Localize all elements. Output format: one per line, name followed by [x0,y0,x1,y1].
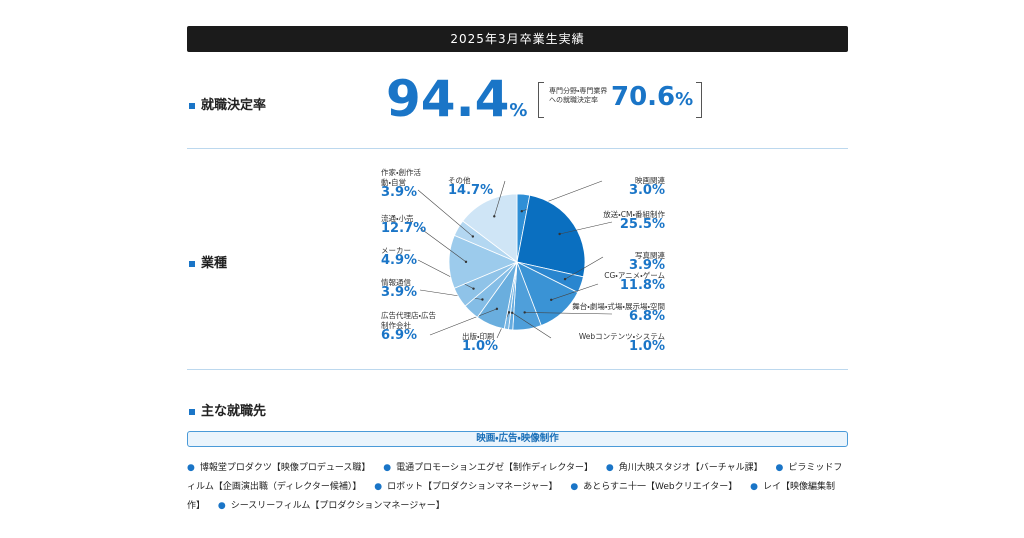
pie-label-name: 広告代理店・広告制作会社 [381,311,437,330]
pie-label-name: その他 [448,176,471,185]
divider [187,148,848,149]
divider [187,369,848,370]
pie-slice [462,193,518,263]
leader-dot [563,277,567,281]
sub-rate-unit: % [675,89,694,110]
leader-dot [550,298,553,302]
category-header: 映画・広告・映像制作 [187,431,848,447]
pie-label-name: 作家・創作活動・自営 [381,168,422,187]
employer-item: 電通プロモーションエグゼ【制作ディレクター】 [383,463,593,473]
section-label: 業種 [189,252,227,271]
leader-dot [523,311,526,314]
pie-label: 広告代理店・広告制作会社 6.9% [381,311,441,342]
pie-label: 舞台・劇場・式場・展示場・空間 6.8% [561,302,665,323]
leader-line [429,308,498,336]
pie-value-label: 6.8% [628,309,665,324]
leader-line [524,312,613,315]
pie-value-label: 11.8% [619,278,665,293]
pie-label-name: 出版・印刷 [462,332,495,341]
rate-value: 94.4 [386,70,510,128]
pie-label: 写真関連 3.9% [606,251,665,272]
sub-rate: 70.6% [611,82,693,112]
leader-line [564,256,604,280]
pie-value-label: 12.7% [381,221,427,236]
leader-dot [511,311,514,314]
pie-label: メーカー 4.9% [381,246,431,267]
pie-value-label: 3.9% [381,185,418,200]
leader-dot [507,311,511,314]
pie-value-label: 1.0% [462,339,499,354]
bracket [538,82,702,118]
pie-value-label: 3.0% [628,183,665,198]
leader-dot [471,235,475,238]
pie-value-label: 3.9% [381,285,418,300]
pie-label: CG・アニメ・ゲーム 11.8% [596,271,665,292]
leader-line [551,283,599,301]
leader-line [512,312,552,339]
pie-value-label: 4.9% [381,253,418,268]
leader-dot [520,210,523,213]
pie-value-label: 6.9% [381,328,418,343]
pie-label: Webコンテンツ・システム 1.0% [558,332,665,353]
leader-dot [464,260,468,264]
pie-label: 情報通信 3.9% [381,278,431,299]
pie-value-label: 14.7% [448,183,494,198]
pie-label: 作家・創作活動・自営 3.9% [381,168,431,199]
sub-rate-value: 70.6 [611,82,676,112]
leader-line [417,189,474,237]
leader-dot [495,307,499,311]
section-label: 主な就職先 [189,400,266,419]
section-label: 就職決定率 [189,94,266,113]
sub-rate-label: 専門分野・専門業界への就職決定率 [549,87,608,104]
employer-item: あとらすニ十一【Webクリエイター】 [570,482,737,492]
pie-label-name: Webコンテンツ・システム [578,332,665,341]
leader-dot [558,232,561,236]
employer-item: シースリーフィルム【プロダクションマネージャー】 [218,501,445,511]
leader-line [419,227,467,263]
pie-label: 放送・CM・番組制作 25.5% [598,210,665,231]
pie-label-name: 放送・CM・番組制作 [603,210,665,219]
leader-line [493,180,506,217]
pie-value-label: 3.9% [628,258,665,273]
employer-list: 博報堂プロダクツ【映像プロデュース職】 電通プロモーションエグゼ【制作ディレクタ… [187,459,850,516]
pie-label-name: メーカー [381,246,411,255]
pie-label-name: 流通・小売 [381,214,414,223]
leader-dot [493,215,496,218]
employer-item: 角川大映スタジオ【バーチャル課】 [606,463,763,473]
leader-line [559,221,613,235]
pie-label: 出版・印刷 1.0% [462,332,522,353]
pie-label: 流通・小売 12.7% [381,214,431,235]
pie-label-name: CG・アニメ・ゲーム [604,271,665,280]
pie-label-name: 情報通信 [381,278,411,287]
pie-label: その他 14.7% [448,176,508,197]
leader-dot [481,298,484,301]
pie-label-name: 写真関連 [635,251,665,260]
pie-value-label: 1.0% [628,339,665,354]
rate-unit: % [509,100,528,121]
rate: 94.4% [386,70,527,128]
pie-label-name: 舞台・劇場・式場・展示場・空間 [572,302,665,311]
pie-value-label: 25.5% [619,217,665,232]
pie-label-name: 映画関連 [635,176,665,185]
employer-item: 博報堂プロダクツ【映像プロデュース職】 [187,463,370,473]
employer-item: ロボット【プロダクションマネージャー】 [374,482,557,492]
pie-label: 映画関連 3.0% [605,176,665,197]
header-title: 2025年3月卒業生実績 [187,26,848,52]
leader-dot [472,287,475,290]
